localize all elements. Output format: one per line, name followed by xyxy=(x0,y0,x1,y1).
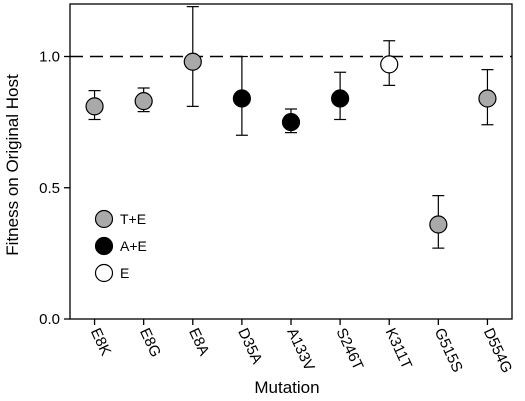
y-tick-label: 1.0 xyxy=(39,49,60,66)
y-axis: 0.0 0.5 1.0 xyxy=(39,49,70,328)
legend-marker xyxy=(94,209,114,229)
x-axis: E8K E8G E8A D35A A133V S246T K311T G515S D554G xyxy=(87,319,515,376)
x-tick-label: D35A xyxy=(234,326,265,367)
legend-label: T+E xyxy=(120,211,146,227)
legend-marker xyxy=(94,236,114,256)
data-point xyxy=(478,89,497,108)
data-point xyxy=(85,97,104,116)
point-layer xyxy=(85,52,497,234)
plot-frame xyxy=(69,3,513,320)
x-tick-label: S246T xyxy=(332,326,366,373)
x-tick-label: E8K xyxy=(87,326,114,359)
data-point xyxy=(232,89,251,108)
x-tick-label: A133V xyxy=(283,326,317,374)
legend-label: E xyxy=(120,265,129,281)
y-axis-title: Fitness on Original Host xyxy=(3,74,22,256)
data-point xyxy=(380,55,399,74)
plot-area xyxy=(69,3,513,320)
data-point xyxy=(281,113,301,132)
legend-label: A+E xyxy=(120,238,147,254)
x-tick-label: E8A xyxy=(185,326,212,359)
legend-marker xyxy=(94,263,114,283)
y-tick-label: 0.5 xyxy=(39,180,60,197)
y-tick-label: 0.0 xyxy=(39,311,60,328)
data-point xyxy=(429,215,448,234)
x-tick-label: E8G xyxy=(136,326,164,360)
data-point xyxy=(183,52,202,71)
x-tick-label: D554G xyxy=(480,326,515,376)
data-point xyxy=(331,89,350,108)
x-axis-title: Mutation xyxy=(254,378,319,397)
x-tick-label: K311T xyxy=(382,326,416,372)
data-point xyxy=(134,92,153,111)
legend: T+E A+E E xyxy=(94,209,147,283)
x-tick-label: G515S xyxy=(431,326,466,376)
